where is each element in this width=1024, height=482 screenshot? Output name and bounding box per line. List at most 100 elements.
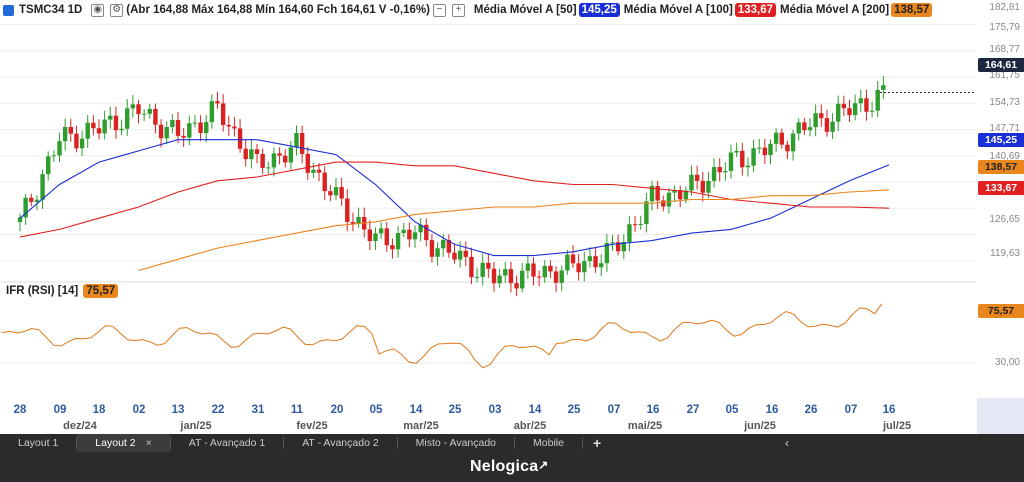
price-axis[interactable]: 182,81 175,79 168,77 161,75 154,73 147,7… bbox=[976, 0, 1024, 400]
x-day: 07 bbox=[607, 404, 621, 416]
time-axis[interactable]: 28 09 18 02 13 22 31 11 20 05 14 25 03 1… bbox=[0, 400, 1024, 434]
tab-label: AT - Avançado 2 bbox=[302, 437, 379, 449]
candle-body bbox=[339, 187, 344, 199]
ma-200-value: 138,57 bbox=[891, 3, 933, 17]
candle-body bbox=[74, 133, 79, 149]
candle-body bbox=[62, 126, 68, 142]
close-icon[interactable]: × bbox=[145, 437, 152, 449]
candle-body bbox=[333, 187, 339, 196]
candle-body bbox=[390, 245, 395, 250]
candle-body bbox=[395, 233, 401, 250]
candle-body bbox=[136, 104, 141, 115]
candle-body bbox=[734, 150, 739, 153]
candle-body bbox=[153, 108, 158, 125]
candle-body bbox=[768, 143, 773, 155]
candle-body bbox=[51, 155, 57, 157]
y-tick: 168,77 bbox=[989, 44, 1020, 55]
candle-body bbox=[655, 185, 660, 201]
tab-at-avancado-1[interactable]: AT - Avançado 1 bbox=[171, 434, 283, 452]
layout-tabs: Layout 1 Layout 2 × AT - Avançado 1 AT - … bbox=[0, 434, 1024, 452]
candle-body bbox=[34, 199, 40, 202]
candle-body bbox=[706, 180, 711, 193]
candle-body bbox=[266, 167, 271, 169]
candle-body bbox=[46, 156, 51, 175]
x-day: 09 bbox=[53, 404, 67, 416]
ma-200-label[interactable]: Média Móvel A [200] bbox=[780, 4, 890, 16]
candle-body bbox=[384, 228, 389, 246]
eye-icon[interactable]: ◉ bbox=[91, 3, 105, 17]
price-chart[interactable] bbox=[0, 0, 976, 400]
ma-50-tag: 145,25 bbox=[978, 133, 1024, 147]
candle-body bbox=[232, 126, 237, 129]
x-day: 26 bbox=[804, 404, 818, 416]
x-month: mai/25 bbox=[627, 420, 663, 432]
tab-mobile[interactable]: Mobile bbox=[515, 434, 582, 452]
ma-line bbox=[138, 189, 890, 272]
candle-body bbox=[204, 122, 209, 133]
candle-body bbox=[68, 126, 73, 134]
y-tick: 154,73 bbox=[989, 97, 1020, 108]
x-day: 31 bbox=[251, 404, 265, 416]
square-icon[interactable] bbox=[3, 4, 14, 16]
candle-body bbox=[113, 115, 119, 131]
candle-body bbox=[23, 197, 28, 218]
x-day: 03 bbox=[488, 404, 502, 416]
axis-corner[interactable] bbox=[977, 398, 1024, 434]
tab-layout-2[interactable]: Layout 2 × bbox=[77, 434, 170, 452]
tab-misto-avancado[interactable]: Misto - Avançado bbox=[398, 434, 514, 452]
ma-50-label[interactable]: Média Móvel A [50] bbox=[473, 4, 577, 16]
candle-body bbox=[40, 174, 45, 200]
ohlc-values: (Abr 164,88 Máx 164,88 Mín 164,60 Fch 16… bbox=[126, 4, 430, 16]
candle-body bbox=[869, 110, 875, 112]
y-tick: 140,69 bbox=[989, 151, 1020, 162]
tab-layout-1[interactable]: Layout 1 bbox=[0, 434, 76, 452]
candle-body bbox=[96, 128, 102, 134]
candle-body bbox=[627, 224, 632, 242]
candle-body bbox=[17, 217, 23, 222]
x-day: 25 bbox=[567, 404, 581, 416]
tab-separator bbox=[283, 437, 285, 449]
ohlc-text: (Abr 164,88 Máx 164,88 Mín 164,60 Fch 16… bbox=[126, 4, 430, 16]
settings-icon[interactable]: ⚙ bbox=[110, 3, 124, 17]
x-day: 14 bbox=[528, 404, 542, 416]
candle-body bbox=[847, 108, 852, 116]
candle-body bbox=[108, 115, 113, 120]
candle-body bbox=[638, 223, 643, 225]
tab-nav-arrows[interactable]: ‹ bbox=[785, 436, 789, 450]
candle-body bbox=[480, 262, 485, 277]
candle-body bbox=[576, 263, 581, 273]
candle-body bbox=[130, 104, 136, 109]
x-day: 16 bbox=[882, 404, 896, 416]
candle-body bbox=[570, 254, 576, 264]
candle-body bbox=[711, 167, 717, 181]
tab-separator bbox=[169, 437, 171, 449]
candle-body bbox=[407, 229, 412, 240]
x-day: 11 bbox=[290, 404, 304, 416]
x-month: jun/25 bbox=[744, 420, 776, 432]
candle-body bbox=[373, 233, 378, 242]
candle-body bbox=[237, 128, 243, 149]
candle-body bbox=[378, 228, 384, 234]
candle-body bbox=[700, 180, 705, 193]
tab-at-avancado-2[interactable]: AT - Avançado 2 bbox=[284, 434, 396, 452]
minus-icon[interactable]: − bbox=[432, 3, 446, 17]
candle-body bbox=[587, 256, 593, 262]
candle-body bbox=[277, 153, 282, 156]
add-tab-button[interactable]: + bbox=[592, 435, 602, 451]
rsi-header[interactable]: IFR (RSI) [14] 75,57 bbox=[6, 284, 122, 298]
candle-body bbox=[830, 121, 835, 132]
candle-body bbox=[864, 98, 869, 112]
candle-body bbox=[198, 122, 203, 133]
ma-100-label[interactable]: Média Móvel A [100] bbox=[623, 4, 733, 16]
candle-body bbox=[599, 263, 604, 268]
x-day: 05 bbox=[369, 404, 383, 416]
symbol-title[interactable]: TSMC34 1D bbox=[19, 4, 83, 16]
ma-100-tag: 133,67 bbox=[978, 181, 1024, 195]
x-day: 07 bbox=[844, 404, 858, 416]
candle-body bbox=[813, 113, 818, 128]
plus-icon[interactable]: + bbox=[451, 3, 465, 17]
tab-label: Mobile bbox=[533, 437, 564, 449]
candle-body bbox=[187, 123, 192, 138]
candle-body bbox=[508, 269, 514, 284]
candle-body bbox=[644, 201, 649, 224]
